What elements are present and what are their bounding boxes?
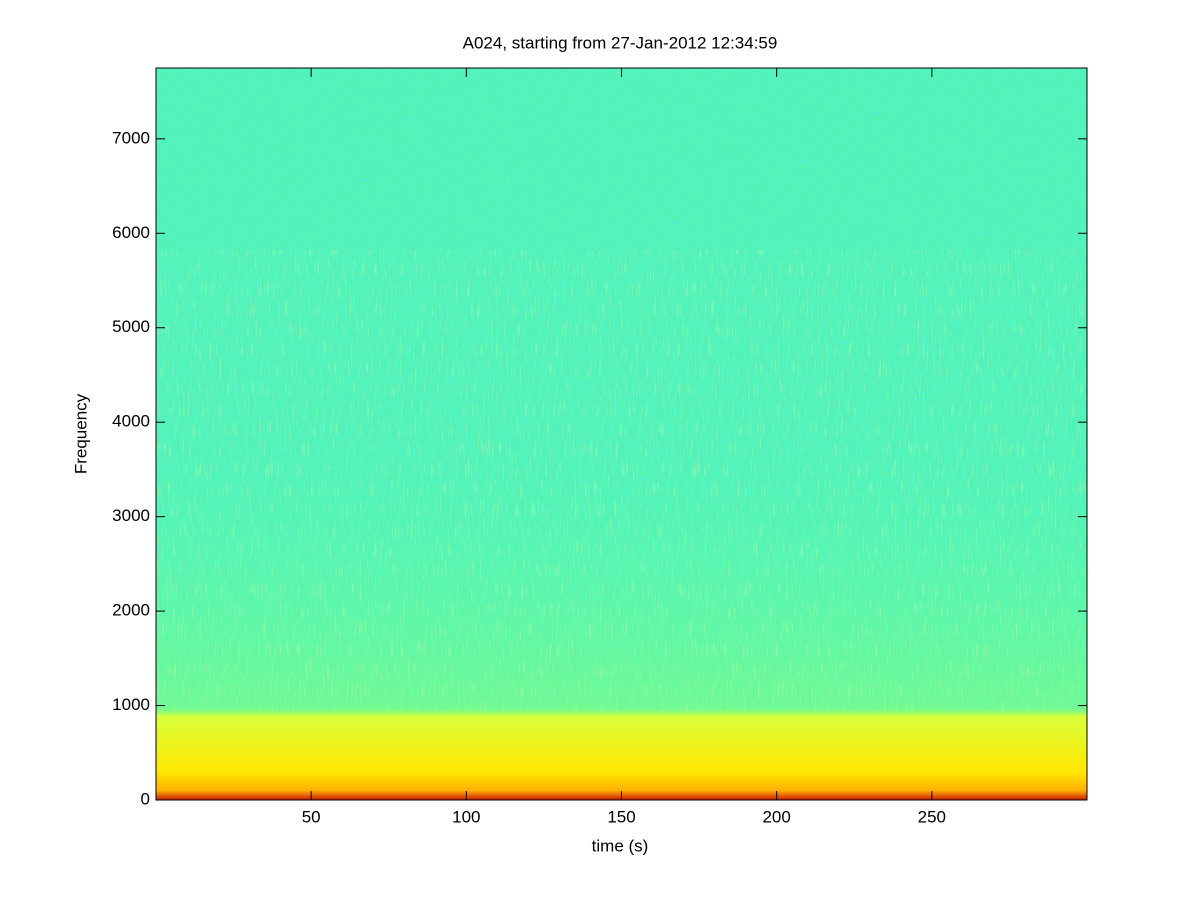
x-tick-label: 200 — [762, 807, 790, 826]
spectrogram-image — [156, 68, 1087, 800]
y-axis-label: Frequency — [71, 393, 90, 474]
y-tick-label: 4000 — [112, 412, 150, 431]
y-tick-label: 5000 — [112, 317, 150, 336]
y-tick-label: 7000 — [112, 128, 150, 147]
y-tick-label: 2000 — [112, 601, 150, 620]
y-tick-label: 1000 — [112, 695, 150, 714]
x-tick-label: 250 — [918, 807, 946, 826]
y-tick-label: 3000 — [112, 506, 150, 525]
x-axis-label: time (s) — [592, 836, 649, 855]
y-tick-label: 0 — [141, 789, 150, 808]
x-tick-label: 100 — [452, 807, 480, 826]
x-tick-label: 150 — [607, 807, 635, 826]
x-tick-label: 50 — [302, 807, 321, 826]
y-tick-label: 6000 — [112, 223, 150, 242]
chart-title: A024, starting from 27-Jan-2012 12:34:59 — [463, 33, 778, 52]
